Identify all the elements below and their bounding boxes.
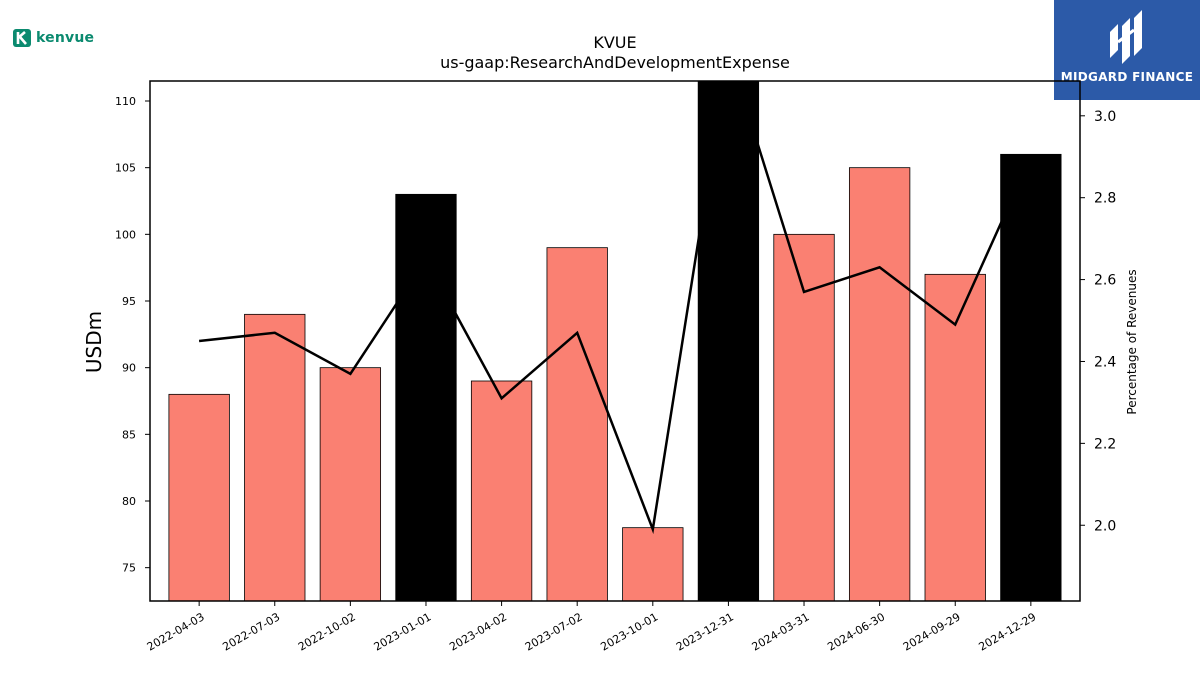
x-tick-label: 2023-10-01 xyxy=(598,610,660,653)
y-tick-label: 110 xyxy=(115,95,136,108)
kenvue-wordmark: kenvue xyxy=(36,30,95,46)
y2-tick-label: 3.0 xyxy=(1094,109,1116,125)
line-series-percentage xyxy=(198,81,1033,535)
bar-2023-04-02 xyxy=(470,380,533,601)
bar-2023-12-31 xyxy=(697,81,760,601)
y2-tick-label: 2.4 xyxy=(1094,354,1116,370)
bar-2022-07-03 xyxy=(244,313,306,601)
y2-tick-label: 2.2 xyxy=(1094,436,1116,452)
x-tick-label: 2022-07-03 xyxy=(220,610,282,653)
bar-2023-07-02 xyxy=(546,247,608,601)
x-tick-label: 2024-12-29 xyxy=(976,610,1038,653)
kenvue-logo: kenvue xyxy=(12,28,94,48)
bar-2022-10-02 xyxy=(319,367,382,601)
plot-frame xyxy=(149,80,1081,602)
x-tick-label: 2024-09-29 xyxy=(901,610,963,653)
midgard-finance-wordmark: MIDGARD FINANCE xyxy=(1060,70,1194,84)
y2-tick-label: 2.8 xyxy=(1094,191,1116,207)
bar-2024-06-30 xyxy=(848,167,911,601)
chart-subtitle: us-gaap:ResearchAndDevelopmentExpense xyxy=(440,53,790,72)
x-tick-label: 2024-03-31 xyxy=(750,610,812,653)
y-axis-label: USDm xyxy=(82,311,106,373)
y-tick-label: 95 xyxy=(122,295,136,308)
y2-axis-ticks: 2.0 2.2 2.4 2.6 2.8 3.0 xyxy=(1080,109,1116,534)
x-axis-ticks: 2022-04-03 2022-07-03 2022-10-02 2023-01-01… xyxy=(145,601,1038,654)
x-tick-label: 2023-01-01 xyxy=(372,610,434,653)
bar-2024-09-29 xyxy=(924,273,986,601)
y-axis-ticks: 75 80 85 90 95 100 105 110 xyxy=(115,95,150,575)
x-tick-label: 2023-12-31 xyxy=(674,610,736,653)
x-tick-label: 2022-10-02 xyxy=(296,610,358,653)
kenvue-mark-icon xyxy=(13,29,31,47)
bar-2023-01-01 xyxy=(395,193,457,601)
y-tick-label: 90 xyxy=(122,362,136,375)
y-tick-label: 100 xyxy=(115,228,136,241)
y2-axis-label: Percentage of Revenues xyxy=(1125,269,1139,414)
y-tick-label: 80 xyxy=(122,495,136,508)
x-tick-label: 2023-07-02 xyxy=(523,610,585,653)
y-tick-label: 75 xyxy=(122,562,136,575)
y-tick-label: 85 xyxy=(122,428,136,441)
midgard-m-icon xyxy=(1110,10,1142,64)
x-tick-label: 2024-06-30 xyxy=(825,610,887,653)
y2-tick-label: 2.0 xyxy=(1094,518,1116,534)
bar-2024-12-29 xyxy=(1000,153,1062,601)
bars-group xyxy=(168,81,1062,601)
y2-tick-label: 2.6 xyxy=(1094,273,1116,289)
y-tick-label: 105 xyxy=(115,162,136,175)
chart-title: KVUE xyxy=(593,33,636,52)
x-tick-label: 2022-04-03 xyxy=(145,610,207,653)
x-tick-label: 2023-04-02 xyxy=(447,610,509,653)
line-group xyxy=(198,81,1033,535)
bar-2022-04-03 xyxy=(168,393,230,601)
bar-2023-10-01 xyxy=(622,527,684,601)
midgard-finance-logo: MIDGARD FINANCE xyxy=(1054,0,1200,100)
